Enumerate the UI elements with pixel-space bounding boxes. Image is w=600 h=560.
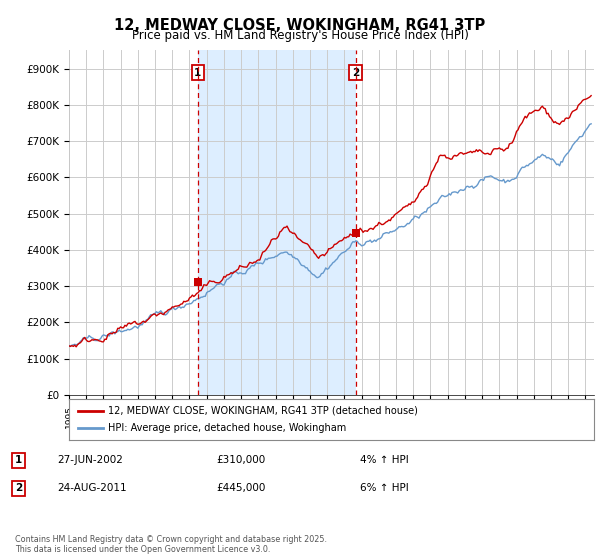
- Text: 6% ↑ HPI: 6% ↑ HPI: [360, 483, 409, 493]
- Text: 27-JUN-2002: 27-JUN-2002: [57, 455, 123, 465]
- Text: HPI: Average price, detached house, Wokingham: HPI: Average price, detached house, Woki…: [109, 423, 347, 433]
- Text: Contains HM Land Registry data © Crown copyright and database right 2025.
This d: Contains HM Land Registry data © Crown c…: [15, 535, 327, 554]
- Text: Price paid vs. HM Land Registry's House Price Index (HPI): Price paid vs. HM Land Registry's House …: [131, 29, 469, 42]
- Text: 4% ↑ HPI: 4% ↑ HPI: [360, 455, 409, 465]
- Text: £445,000: £445,000: [216, 483, 265, 493]
- Text: 12, MEDWAY CLOSE, WOKINGHAM, RG41 3TP: 12, MEDWAY CLOSE, WOKINGHAM, RG41 3TP: [115, 18, 485, 33]
- Text: 2: 2: [15, 483, 22, 493]
- Bar: [198, 50, 356, 395]
- Text: £310,000: £310,000: [216, 455, 265, 465]
- Text: 2: 2: [352, 68, 359, 78]
- Text: 24-AUG-2011: 24-AUG-2011: [57, 483, 127, 493]
- Text: 12, MEDWAY CLOSE, WOKINGHAM, RG41 3TP (detached house): 12, MEDWAY CLOSE, WOKINGHAM, RG41 3TP (d…: [109, 405, 418, 416]
- Text: 1: 1: [15, 455, 22, 465]
- Text: 1: 1: [194, 68, 202, 78]
